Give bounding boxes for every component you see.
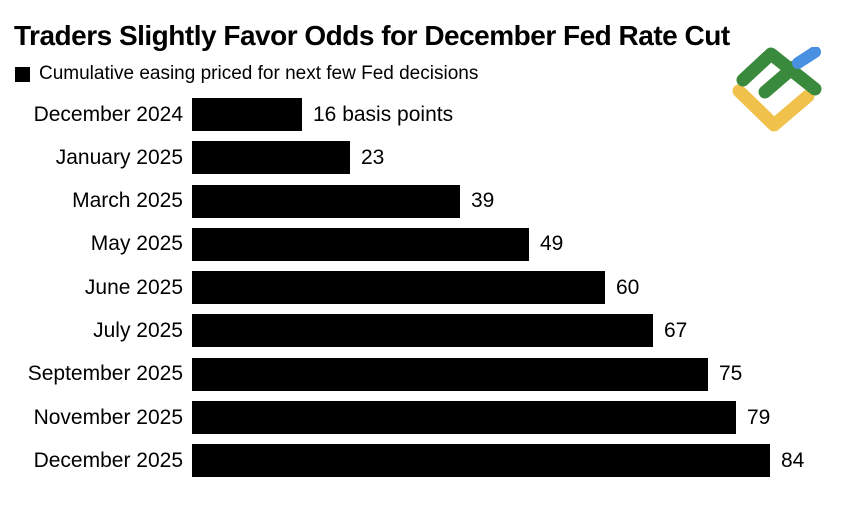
value-label: 79	[747, 405, 771, 429]
bar-row: January 2025 23	[0, 141, 845, 175]
bar	[192, 401, 736, 435]
bar-row: June 2025 60	[0, 271, 845, 305]
category-label: December 2024	[33, 102, 183, 126]
value-label: 75	[719, 362, 743, 386]
legend: Cumulative easing priced for next few Fe…	[15, 63, 479, 85]
value-label: 49	[540, 232, 564, 256]
bar-row: March 2025 39	[0, 184, 845, 218]
logo-blue-accent-icon	[792, 46, 821, 69]
category-label: January 2025	[55, 145, 183, 169]
bar	[192, 141, 350, 175]
bar-row: November 2025 79	[0, 401, 845, 435]
category-label: July 2025	[93, 318, 183, 342]
category-label: December 2025	[33, 448, 183, 472]
bar	[192, 314, 653, 348]
value-label: 84	[781, 448, 805, 472]
category-label: March 2025	[72, 189, 183, 213]
litefinance-logo-icon	[732, 46, 822, 132]
bar-row: September 2025 75	[0, 357, 845, 391]
value-label: 16 basis points	[313, 102, 454, 126]
logo-yellow-check-icon	[732, 84, 815, 132]
bar	[192, 227, 529, 261]
category-label: May 2025	[90, 232, 183, 256]
bar-row: July 2025 67	[0, 314, 845, 348]
chart-title: Traders Slightly Favor Odds for December…	[14, 20, 730, 51]
category-label: September 2025	[27, 362, 183, 386]
bar	[192, 184, 460, 218]
bar	[192, 98, 302, 131]
value-label: 60	[616, 275, 640, 299]
bar	[192, 357, 708, 391]
value-label: 23	[361, 145, 385, 169]
value-label: 67	[664, 318, 688, 342]
logo-green-peak-icon	[736, 47, 822, 96]
legend-label: Cumulative easing priced for next few Fe…	[39, 63, 479, 84]
bar-row: May 2025 49	[0, 227, 845, 261]
litefinance-logo	[731, 46, 839, 139]
bar	[192, 271, 605, 305]
bar-chart: December 2024 16 basis points January 2025…	[0, 98, 845, 488]
value-label: 39	[471, 189, 495, 213]
category-label: November 2025	[33, 405, 183, 429]
category-label: June 2025	[84, 275, 183, 299]
bar-row: December 2024 16 basis points	[0, 98, 845, 131]
logo-green-stroke-icon	[758, 60, 801, 99]
bar	[192, 444, 770, 478]
bar-row: December 2025 84	[0, 444, 845, 478]
legend-swatch-icon	[15, 66, 30, 82]
